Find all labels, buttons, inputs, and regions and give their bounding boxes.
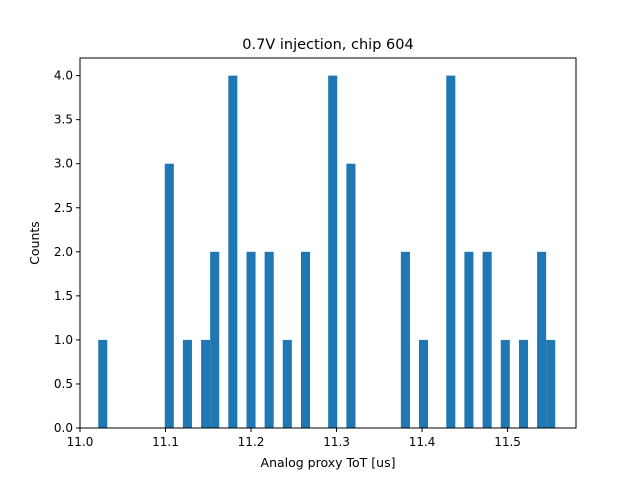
y-tick-label: 0.0 [54, 421, 73, 435]
y-axis-ticks: 0.0 0.5 1.0 1.5 2.0 2.5 3.0 3.5 4.0 [54, 69, 80, 435]
x-tick-label: 11.4 [409, 435, 436, 449]
histogram-bar [537, 251, 547, 428]
histogram-bar [346, 163, 356, 428]
histogram-bar [282, 339, 292, 428]
histogram-bar [482, 251, 492, 428]
bars-group [98, 75, 556, 428]
chart-title: 0.7V injection, chip 604 [242, 37, 413, 53]
y-tick-label: 2.0 [54, 245, 73, 259]
x-axis-ticks: 11.0 11.1 11.2 11.3 11.4 11.5 [67, 428, 521, 449]
y-tick-label: 1.0 [54, 333, 73, 347]
x-tick-label: 11.0 [67, 435, 94, 449]
histogram-bar [210, 251, 220, 428]
histogram-bar [328, 75, 338, 428]
y-tick-label: 1.5 [54, 289, 73, 303]
y-tick-label: 3.5 [54, 113, 73, 127]
histogram-bar [300, 251, 311, 428]
y-tick-label: 3.0 [54, 157, 73, 171]
x-tick-label: 11.5 [494, 435, 521, 449]
histogram-bar [446, 75, 456, 428]
x-tick-label: 11.2 [238, 435, 265, 449]
y-tick-label: 2.5 [54, 201, 73, 215]
histogram-bar [500, 339, 510, 428]
y-tick-label: 4.0 [54, 69, 73, 83]
histogram-bar [518, 339, 529, 428]
histogram-bar [201, 339, 211, 428]
histogram-bar [546, 339, 556, 428]
plot-frame [79, 57, 577, 429]
histogram-bar [464, 251, 474, 428]
histogram-bar [246, 251, 256, 428]
x-axis-label: Analog proxy ToT [us] [261, 455, 396, 470]
histogram-bar [400, 251, 410, 428]
x-tick-label: 11.3 [323, 435, 350, 449]
histogram-bar [182, 339, 192, 428]
histogram-bar [164, 163, 174, 428]
y-tick-label: 0.5 [54, 377, 73, 391]
histogram-bar [98, 339, 108, 428]
histogram-bar [264, 251, 274, 428]
histogram-bar [418, 339, 429, 428]
x-tick-label: 11.1 [152, 435, 179, 449]
y-axis-label: Counts [27, 221, 42, 265]
histogram-bar [228, 75, 238, 428]
